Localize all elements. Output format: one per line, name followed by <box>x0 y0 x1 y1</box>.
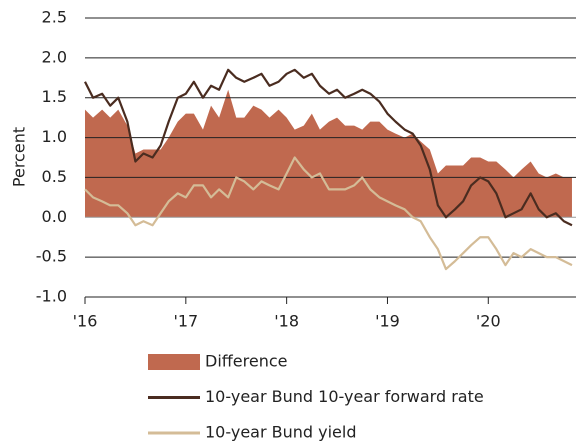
y-tick-label: 2.5 <box>42 8 67 27</box>
legend-swatch <box>148 354 200 370</box>
x-tick-label: '17 <box>173 312 198 331</box>
x-tick-label: '20 <box>476 312 501 331</box>
y-tick-label: 2.0 <box>42 47 67 66</box>
x-tick-label: '19 <box>375 312 400 331</box>
y-tick-label: 1.5 <box>42 87 67 106</box>
line <box>84 68 573 227</box>
legend-label: 10-year Bund yield <box>205 423 357 442</box>
area <box>85 89 572 218</box>
y-tick-label: -0.5 <box>36 247 67 266</box>
y-axis-label: Percent <box>10 127 29 187</box>
legend-label: Difference <box>205 352 287 371</box>
y-tick-label: 0.5 <box>42 167 67 186</box>
line <box>84 156 573 271</box>
x-tick-label: '16 <box>73 312 98 331</box>
legend-label: 10-year Bund 10-year forward rate <box>205 387 484 406</box>
x-tick-label: '18 <box>274 312 299 331</box>
y-tick-label: -1.0 <box>36 287 67 306</box>
y-tick-label: 1.0 <box>42 127 67 146</box>
y-tick-label: 0.0 <box>42 207 67 226</box>
